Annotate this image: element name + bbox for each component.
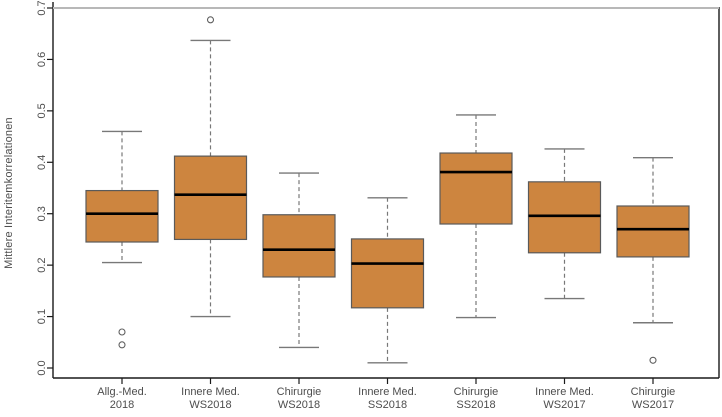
x-tick-label-line1: Chirurgie [631, 386, 676, 398]
y-tick-label: 0.7 [36, 0, 48, 15]
y-axis-title: Mittlere Interitemkorrelationen [3, 117, 15, 269]
outlier-point [118, 341, 126, 349]
outlier-point [206, 16, 215, 24]
x-tick-label-line2: SS2018 [368, 399, 407, 411]
iqr-box [439, 152, 513, 225]
x-tick-label-line2: 2018 [110, 399, 134, 411]
iqr-box [173, 155, 248, 241]
boxplot-group: Innere Med.WS2018 [173, 16, 248, 411]
x-tick-label-line2: WS2017 [543, 399, 585, 411]
x-tick-label-line1: Allg.-Med. [97, 386, 147, 398]
iqr-box [262, 214, 336, 278]
outlier-point [649, 356, 657, 364]
x-tick-label-line1: Innere Med. [358, 386, 417, 398]
x-tick-label-line2: WS2018 [278, 399, 320, 411]
y-tick-label: 0.3 [36, 206, 48, 221]
boxplot-group: Allg.-Med.2018 [85, 130, 159, 411]
iqr-box [616, 205, 690, 258]
x-tick-label-line1: Innere Med. [535, 386, 594, 398]
x-tick-label-line2: WS2018 [189, 399, 231, 411]
boxplot-group: Innere Med.WS2017 [527, 148, 602, 411]
iqr-box [350, 238, 425, 309]
iqr-box [527, 181, 602, 254]
x-tick-label-line1: Innere Med. [181, 386, 240, 398]
x-tick-label-line1: Chirurgie [454, 386, 499, 398]
y-tick-label: 0.0 [36, 360, 48, 375]
y-tick-label: 0.1 [36, 309, 48, 324]
outlier-point [118, 328, 126, 336]
y-tick-label: 0.6 [36, 52, 48, 67]
y-tick-label: 0.4 [36, 155, 48, 170]
x-tick-label-line1: Chirurgie [277, 386, 322, 398]
x-tick-label-line2: WS2017 [632, 399, 674, 411]
x-tick-label-line2: SS2018 [456, 399, 495, 411]
y-tick-label: 0.5 [36, 103, 48, 118]
boxplot-group: Innere Med.SS2018 [350, 197, 425, 411]
y-tick-label: 0.2 [36, 257, 48, 272]
iqr-box [85, 189, 159, 243]
